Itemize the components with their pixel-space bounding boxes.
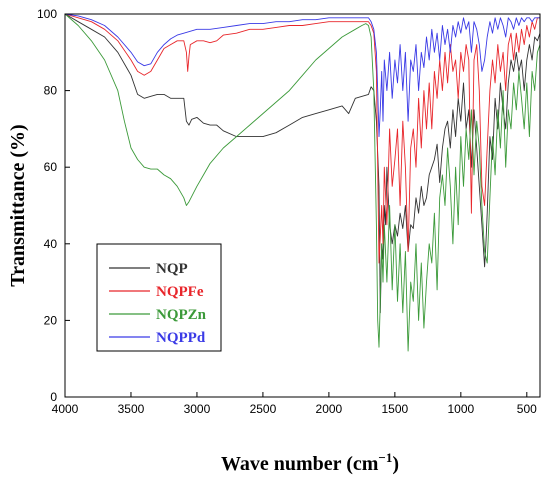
x-tick-label: 2000	[316, 402, 343, 416]
x-tick-label: 500	[517, 402, 537, 416]
x-axis: 4000 3500 3000 2500 2000 1500 1000 500	[52, 392, 537, 416]
y-tick-label: 100	[37, 7, 57, 21]
plot-frame	[64, 13, 541, 398]
x-axis-title-sup: −1	[378, 450, 392, 465]
y-tick-label: 80	[44, 84, 58, 98]
y-axis: 0 20 40 60 80 100	[37, 7, 70, 404]
x-axis-title-close: )	[392, 453, 399, 475]
x-axis-title: Wave number (cm−1)	[221, 450, 399, 475]
x-tick-label: 2500	[250, 402, 277, 416]
legend-label-nqppd: NQPPd	[156, 330, 206, 346]
x-tick-label: 1500	[382, 402, 409, 416]
x-tick-label: 3000	[184, 402, 211, 416]
legend: NQP NQPFe NQPZn NQPPd	[96, 243, 222, 352]
series-line-nqpzn	[64, 13, 541, 352]
legend-box	[96, 243, 222, 352]
x-axis-title-main: Wave number (cm	[221, 453, 379, 475]
y-tick-label: 0	[50, 390, 57, 404]
legend-label-nqp: NQP	[156, 261, 188, 277]
series-line-nqppd	[64, 13, 540, 138]
series-line-nqpfe	[64, 13, 540, 264]
y-tick-label: 20	[44, 313, 58, 327]
x-tick-label: 4000	[52, 402, 79, 416]
y-tick-label: 40	[44, 237, 58, 251]
y-axis-title: Transmittance (%)	[7, 124, 29, 286]
x-tick-label: 1000	[447, 402, 474, 416]
legend-label-nqpfe: NQPFe	[156, 284, 204, 300]
legend-label-nqpzn: NQPZn	[156, 307, 207, 323]
plot-lines	[64, 13, 541, 352]
y-tick-label: 60	[44, 160, 58, 174]
x-tick-label: 3500	[118, 402, 145, 416]
